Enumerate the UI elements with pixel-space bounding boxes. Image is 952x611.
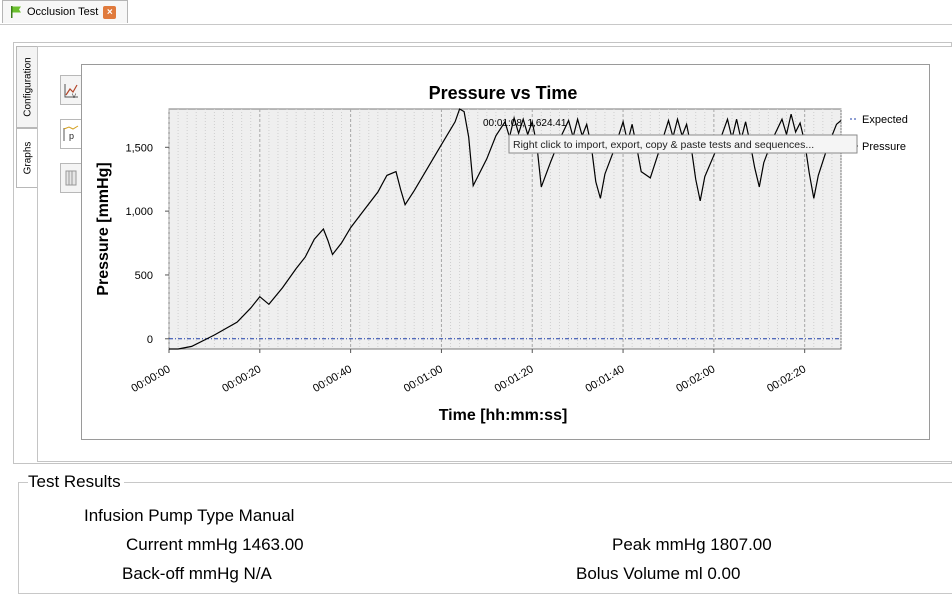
chart-tooltip: Right click to import, export, copy & pa… (508, 134, 858, 154)
backoff-pressure-text: Back-off mmHg N/A (122, 564, 272, 583)
chart-title: Pressure vs Time (429, 83, 578, 103)
x-tick-label: 00:01:20 (493, 363, 536, 395)
peak-pressure-text: Peak mmHg 1807.00 (612, 535, 772, 554)
x-tick-label: 00:00:00 (129, 363, 172, 395)
pump-type-text: Infusion Pump Type Manual (84, 506, 295, 525)
legend: Expected Pressure (850, 114, 908, 153)
document-tab-strip: Occlusion Test × (0, 0, 952, 25)
legend-expected: Expected (862, 114, 908, 126)
tab-title: Occlusion Test (27, 6, 99, 18)
tab-configuration[interactable]: Configuration (16, 46, 40, 128)
chart-frame[interactable]: Pressure vs Time 0 500 1,000 1,500 00:00:00… (81, 64, 930, 440)
x-tick-label: 00:02:00 (674, 363, 717, 395)
x-tick-label: 00:01:40 (583, 363, 626, 395)
line-chart-button[interactable]: V (60, 75, 82, 105)
table-icon (65, 170, 77, 186)
y-axis: 0 500 1,000 1,500 (125, 142, 169, 346)
y-tick-label: 1,500 (125, 142, 153, 154)
line-chart-icon: V (64, 84, 78, 100)
cursor-readout: 00:01:08, 1,624.41 (483, 118, 567, 129)
svg-text:V: V (72, 94, 76, 100)
close-icon[interactable]: × (103, 5, 117, 19)
tab-graphs-label: Graphs (22, 141, 34, 175)
y-tick-label: 500 (135, 270, 153, 282)
y-axis-label: Pressure [mmHg] (95, 162, 112, 295)
x-tick-label: 00:00:20 (220, 363, 263, 395)
x-tick-label: 00:01:00 (402, 363, 445, 395)
series-pressure-line (169, 108, 842, 350)
pressure-chart-button[interactable]: p (60, 119, 82, 149)
pressure-chart[interactable]: Pressure vs Time 0 500 1,000 1,500 00:00:00… (82, 65, 929, 439)
y-tick-label: 1,000 (125, 206, 153, 218)
tab-graphs[interactable]: Graphs (16, 128, 40, 188)
pressure-chart-icon: p (63, 125, 79, 141)
flag-icon (11, 6, 21, 18)
x-axis-label: Time [hh:mm:ss] (439, 407, 568, 424)
x-tick-label: 00:00:40 (311, 363, 354, 395)
legend-pressure: Pressure (862, 141, 906, 153)
bolus-volume-text: Bolus Volume ml 0.00 (576, 564, 741, 583)
svg-text:p: p (69, 131, 74, 141)
tooltip-box (508, 134, 858, 154)
tooltip-text: Right click to import, export, copy & pa… (513, 139, 814, 151)
x-axis: 00:00:00 00:00:20 00:00:40 00:01:00 00:01:20… (129, 349, 808, 395)
current-pressure-text: Current mmHg 1463.00 (126, 535, 304, 554)
x-tick-label: 00:02:20 (765, 363, 808, 395)
y-tick-label: 0 (147, 334, 153, 346)
tab-configuration-label: Configuration (22, 57, 34, 117)
test-results-group (18, 482, 952, 594)
tab-occlusion-test[interactable]: Occlusion Test × (2, 0, 128, 23)
test-results-title: Test Results (28, 472, 124, 492)
table-view-button[interactable] (60, 163, 82, 193)
series-lines (169, 108, 842, 350)
